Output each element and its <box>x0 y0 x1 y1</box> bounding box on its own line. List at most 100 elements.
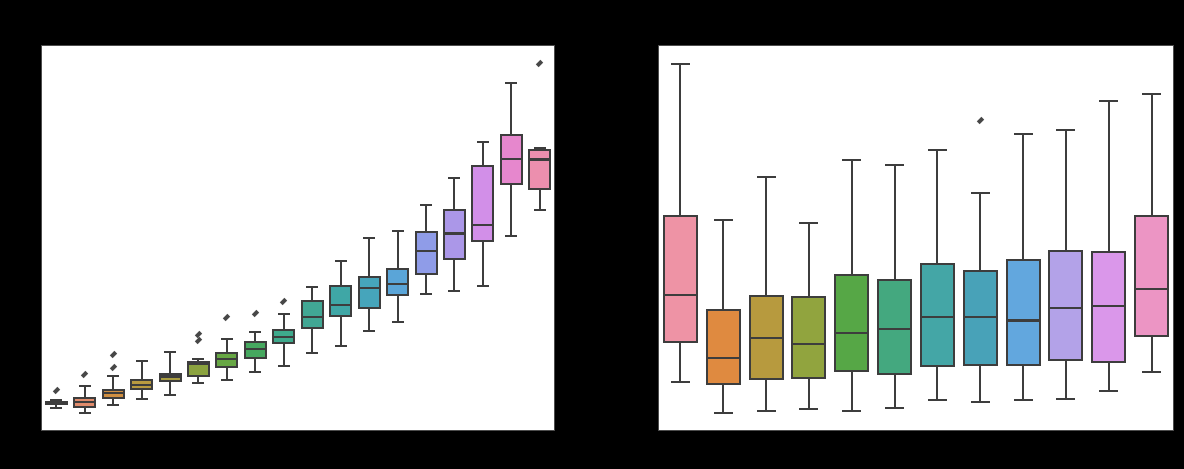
median-line <box>442 232 466 235</box>
box-rect <box>919 263 955 367</box>
median-line <box>130 384 154 387</box>
outlier-diamond <box>52 386 60 394</box>
box-rect <box>705 309 741 386</box>
whisker-cap-top <box>670 62 690 65</box>
median-line <box>705 356 741 360</box>
box-rect <box>471 164 495 242</box>
whisker-line <box>1107 101 1110 391</box>
whisker-cap-bottom <box>505 234 518 237</box>
whisker-cap-top <box>1056 128 1076 131</box>
median-line <box>748 336 784 340</box>
median-line <box>471 223 495 226</box>
whisker-cap-bottom <box>927 398 947 401</box>
box-rect <box>662 214 698 343</box>
outlier-diamond <box>194 330 203 339</box>
outlier-diamond <box>109 350 117 359</box>
whisker-cap-bottom <box>107 403 120 406</box>
whisker-cap-top <box>927 148 947 151</box>
boxplot-panel-left <box>41 45 555 431</box>
outlier-diamond <box>80 370 89 379</box>
whisker-cap-bottom <box>799 408 819 411</box>
median-line <box>791 342 827 345</box>
box-rect <box>834 273 870 372</box>
whisker-cap-bottom <box>842 409 862 412</box>
median-line <box>528 158 552 161</box>
boxplot-panel-right <box>658 45 1174 431</box>
whisker-cap-bottom <box>78 412 91 415</box>
box-rect <box>877 279 913 376</box>
box-rect <box>300 299 324 330</box>
whisker-cap-top <box>1142 92 1162 95</box>
box-rect <box>357 275 381 310</box>
whisker-cap-bottom <box>164 394 176 397</box>
whisker-cap-bottom <box>391 321 404 324</box>
box-rect <box>791 295 827 379</box>
median-line <box>919 315 955 319</box>
median-line <box>414 250 438 253</box>
whisker-cap-bottom <box>50 406 63 409</box>
whisker-cap-bottom <box>1013 398 1033 401</box>
whisker-cap-top <box>306 286 319 289</box>
whisker-line <box>765 176 768 411</box>
outlier-diamond <box>976 116 984 124</box>
box-rect <box>329 284 353 317</box>
box-rect <box>414 231 438 275</box>
median-line <box>834 331 870 335</box>
median-line <box>186 362 210 365</box>
whisker-cap-bottom <box>135 398 148 401</box>
outlier-diamond <box>194 336 203 345</box>
whisker-cap-top <box>1013 132 1033 135</box>
whisker-cap-top <box>135 360 148 363</box>
whisker-cap-top <box>78 385 91 388</box>
whisker-cap-bottom <box>670 381 690 383</box>
median-line <box>101 391 125 395</box>
whisker-cap-top <box>220 337 233 340</box>
median-line <box>329 303 353 307</box>
median-line <box>1134 288 1170 291</box>
whisker-cap-top <box>713 218 733 221</box>
box-rect <box>1005 259 1041 366</box>
outlier-diamond <box>251 309 260 318</box>
median-line <box>357 286 381 290</box>
whisker-cap-bottom <box>1142 371 1162 374</box>
whisker-cap-bottom <box>220 379 233 382</box>
whisker-cap-bottom <box>970 401 990 404</box>
box-rect <box>1134 214 1170 337</box>
outlier-diamond <box>223 314 231 322</box>
whisker-cap-top <box>420 203 432 206</box>
median-line <box>158 375 182 378</box>
box-rect <box>528 148 552 191</box>
whisker-cap-bottom <box>249 371 262 374</box>
outlier-diamond <box>536 59 544 68</box>
median-line <box>1005 319 1041 322</box>
whisker-cap-top <box>391 230 404 233</box>
outlier-diamond <box>280 297 288 306</box>
median-line <box>1048 306 1084 310</box>
whisker-cap-bottom <box>448 289 461 292</box>
box-rect <box>186 360 210 378</box>
whisker-cap-top <box>50 398 63 401</box>
whisker-cap-top <box>334 259 347 262</box>
median-line <box>215 357 239 360</box>
whisker-cap-top <box>799 222 819 225</box>
whisker-cap-bottom <box>192 382 205 385</box>
whisker-cap-bottom <box>306 351 319 354</box>
whisker-cap-top <box>249 331 262 334</box>
median-line <box>386 282 410 286</box>
whisker-cap-top <box>756 175 776 178</box>
whisker-cap-bottom <box>277 364 290 367</box>
median-line <box>499 157 523 161</box>
whisker-cap-bottom <box>1056 397 1076 400</box>
whisker-cap-bottom <box>476 284 489 287</box>
whisker-cap-bottom <box>885 407 905 410</box>
median-line <box>877 328 913 331</box>
whisker-cap-top <box>970 192 990 195</box>
whisker-cap-top <box>363 237 376 240</box>
whisker-cap-top <box>277 312 290 315</box>
outlier-diamond <box>109 363 117 372</box>
median-line <box>962 315 998 319</box>
median-line <box>272 335 296 339</box>
median-line <box>243 347 267 350</box>
whisker-cap-bottom <box>1099 389 1119 392</box>
